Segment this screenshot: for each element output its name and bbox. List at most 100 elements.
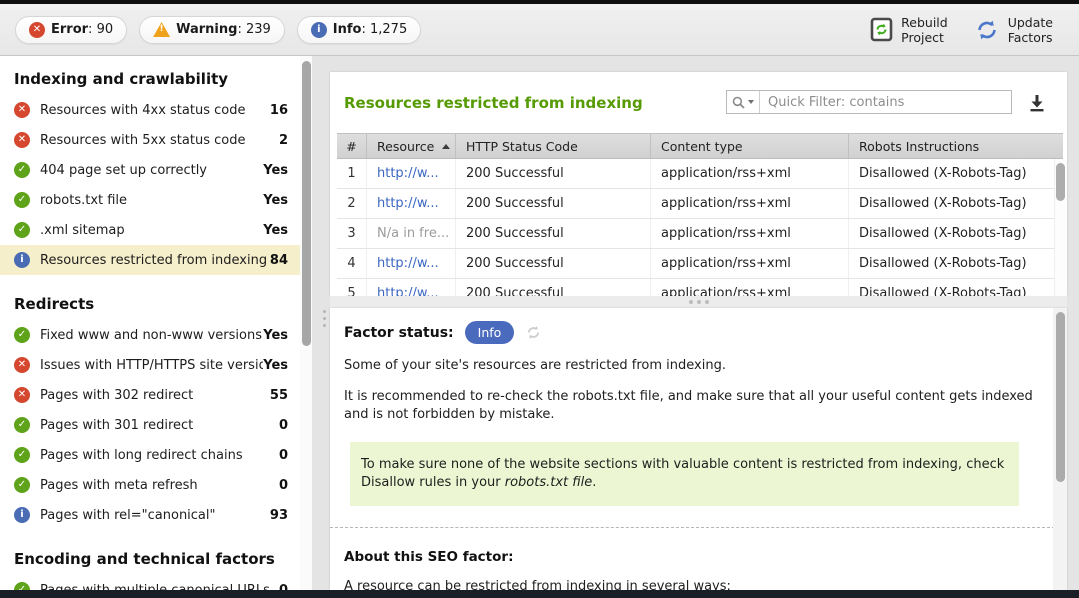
badge-text: Info: 1,275 <box>332 22 408 37</box>
sidebar-item-rel-canonical[interactable]: i Pages with rel="canonical" 93 <box>0 500 302 530</box>
filter-search-mode-dropdown[interactable] <box>727 91 760 113</box>
table-scrollbar-thumb[interactable] <box>1056 163 1065 201</box>
factor-status-badge: Info <box>464 321 515 344</box>
info-icon: i <box>14 507 30 523</box>
sidebar-item-http-https-issues[interactable]: ✕ Issues with HTTP/HTTPS site versions Y… <box>0 350 302 380</box>
toolbar: ✕ Error: 90 ! Warning: 239 i Info: 1,275… <box>0 4 1079 56</box>
factors-sidebar: Indexing and crawlability ✕ Resources wi… <box>0 56 312 598</box>
factor-details-panel: Factor status: Info Some of your site's … <box>330 308 1067 590</box>
window-bottom-edge <box>0 590 1079 598</box>
sidebar-item-robots-txt[interactable]: ✓ robots.txt file Yes <box>0 185 302 215</box>
sidebar-scrollbar[interactable] <box>300 56 312 590</box>
error-icon: ✕ <box>14 387 30 403</box>
item-value: 0 <box>278 477 288 493</box>
sidebar-scrollbar-thumb[interactable] <box>302 61 311 346</box>
results-table-panel: Resources restricted from indexing # Res… <box>330 72 1067 296</box>
quick-filter-input[interactable] <box>760 91 1011 113</box>
sidebar-section-title: Encoding and technical factors <box>14 550 275 568</box>
table-row[interactable]: 5 http://w... 200 Successful application… <box>337 279 1063 296</box>
sidebar-item-404-page[interactable]: ✓ 404 page set up correctly Yes <box>0 155 302 185</box>
table-header-row: # Resource HTTP Status Code Content type… <box>337 133 1063 159</box>
item-value: Yes <box>263 222 288 238</box>
quick-filter <box>726 90 1012 114</box>
factor-panel-scrollbar-thumb[interactable] <box>1056 312 1065 482</box>
sidebar-item-resources-4xx[interactable]: ✕ Resources with 4xx status code 16 <box>0 95 302 125</box>
check-icon: ✓ <box>14 327 30 343</box>
resource-link[interactable]: http://w... <box>377 166 439 181</box>
search-icon <box>732 96 745 109</box>
rebuild-project-button[interactable]: Rebuild Project <box>870 15 948 45</box>
table-scrollbar[interactable] <box>1054 159 1067 296</box>
resource-link[interactable]: http://w... <box>377 196 439 211</box>
check-icon: ✓ <box>14 477 30 493</box>
column-header-resource[interactable]: Resource <box>367 134 456 158</box>
factor-tip-box: To make sure none of the website section… <box>350 442 1019 506</box>
sidebar-item-302-redirect[interactable]: ✕ Pages with 302 redirect 55 <box>0 380 302 410</box>
item-value: 55 <box>269 387 288 403</box>
item-value: 93 <box>269 507 288 523</box>
update-factors-button[interactable]: Update Factors <box>974 15 1053 45</box>
item-value: 0 <box>278 447 288 463</box>
sort-ascending-icon <box>442 143 451 149</box>
check-icon: ✓ <box>14 417 30 433</box>
rebuild-project-label: Rebuild Project <box>901 14 948 45</box>
column-header-content-type[interactable]: Content type <box>651 134 849 158</box>
resource-link[interactable]: http://w... <box>377 256 439 271</box>
update-factors-label: Update Factors <box>1007 14 1053 45</box>
info-count-badge[interactable]: i Info: 1,275 <box>296 15 422 44</box>
resource-unavailable: N/a in fre... <box>377 226 450 241</box>
panel-title: Resources restricted from indexing <box>344 94 643 112</box>
factor-summary: Some of your site's resources are restri… <box>344 358 726 373</box>
factor-panel-scrollbar[interactable] <box>1053 308 1067 590</box>
splitter-drag-handle[interactable] <box>320 310 328 327</box>
error-count-badge[interactable]: ✕ Error: 90 <box>15 15 128 44</box>
item-value: 84 <box>269 252 288 268</box>
sidebar-section-title: Indexing and crawlability <box>14 70 229 88</box>
badge-text: Warning: 239 <box>176 22 271 37</box>
sidebar-item-resources-restricted[interactable]: i Resources restricted from indexing 84 <box>0 245 302 275</box>
about-factor-title: About this SEO factor: <box>344 549 514 565</box>
sidebar-item-fixed-www[interactable]: ✓ Fixed www and non-www versions Yes <box>0 320 302 350</box>
check-icon: ✓ <box>14 192 30 208</box>
table-body: 1 http://w... 200 Successful application… <box>337 159 1063 296</box>
table-row[interactable]: 2 http://w... 200 Successful application… <box>337 189 1063 219</box>
item-value: Yes <box>263 327 288 343</box>
factor-recommendation: It is recommended to re-check the robots… <box>344 389 1033 422</box>
info-icon: i <box>14 252 30 268</box>
error-icon: ✕ <box>14 132 30 148</box>
refresh-icon[interactable] <box>525 324 542 341</box>
section-divider <box>330 527 1055 528</box>
item-value: Yes <box>263 192 288 208</box>
sidebar-item-meta-refresh[interactable]: ✓ Pages with meta refresh 0 <box>0 470 302 500</box>
about-factor-text: A resource can be restricted from indexi… <box>344 579 731 590</box>
resource-link[interactable]: http://w... <box>377 286 439 296</box>
chevron-down-icon <box>748 100 754 104</box>
sidebar-item-resources-5xx[interactable]: ✕ Resources with 5xx status code 2 <box>0 125 302 155</box>
panel-splitter[interactable] <box>330 296 1067 308</box>
update-factors-icon <box>974 17 1000 43</box>
factor-status-label: Factor status: <box>344 324 454 341</box>
download-icon[interactable] <box>1027 93 1047 113</box>
sidebar-item-301-redirect[interactable]: ✓ Pages with 301 redirect 0 <box>0 410 302 440</box>
table-row[interactable]: 1 http://w... 200 Successful application… <box>337 159 1063 189</box>
item-value: 16 <box>269 102 288 118</box>
check-icon: ✓ <box>14 162 30 178</box>
warning-icon: ! <box>153 22 171 37</box>
item-value: Yes <box>263 357 288 373</box>
error-icon: ✕ <box>29 21 45 38</box>
column-header-robots[interactable]: Robots Instructions <box>859 138 980 154</box>
badge-text: Error: 90 <box>51 22 114 37</box>
item-value: 2 <box>278 132 288 148</box>
error-icon: ✕ <box>14 357 30 373</box>
table-row[interactable]: 3 N/a in fre... 200 Successful applicati… <box>337 219 1063 249</box>
item-value: 0 <box>278 417 288 433</box>
warning-count-badge[interactable]: ! Warning: 239 <box>139 15 285 44</box>
rebuild-project-icon <box>870 17 893 42</box>
column-header-number[interactable]: # <box>337 134 367 158</box>
window-top-edge <box>0 0 1079 4</box>
sidebar-section-title: Redirects <box>14 295 95 313</box>
column-header-http-status[interactable]: HTTP Status Code <box>456 134 651 158</box>
sidebar-item-long-redirect-chains[interactable]: ✓ Pages with long redirect chains 0 <box>0 440 302 470</box>
sidebar-item-xml-sitemap[interactable]: ✓ .xml sitemap Yes <box>0 215 302 245</box>
table-row[interactable]: 4 http://w... 200 Successful application… <box>337 249 1063 279</box>
